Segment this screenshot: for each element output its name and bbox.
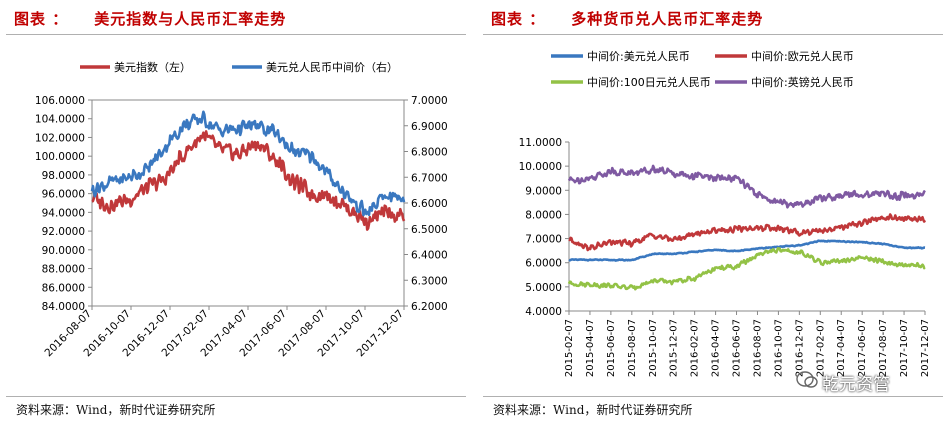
left-title-prefix: 图表 ： — [14, 10, 69, 28]
y-right-tick-label: 6.7000 — [411, 172, 448, 184]
x-tick-label: 2016-04-07 — [711, 319, 722, 377]
right-title: 图表 ： 多种货币兑人民币汇率走势 — [491, 8, 763, 29]
legend-label-2: 美元兑人民币中间价（右） — [266, 60, 398, 74]
x-tick-label: 2015-08-07 — [627, 319, 638, 377]
x-tick-label: 2017-06-07 — [857, 319, 868, 377]
legend-label-1: 美元指数（左） — [114, 60, 191, 74]
y-left-tick-label: 94.0000 — [42, 207, 85, 219]
x-tick-label: 2017-12-07 — [920, 319, 931, 377]
legend-label-1: 中间价:美元兑人民币 — [587, 49, 690, 63]
y-left-tick-label: 84.0000 — [42, 301, 85, 313]
y-tick-label: 6.0000 — [525, 258, 562, 270]
x-tick-label: 2016-10-07 — [773, 319, 784, 377]
right-top-rule — [483, 34, 943, 35]
x-tick-label: 2017-08-07 — [878, 319, 889, 377]
legend-label-2: 中间价:欧元兑人民币 — [751, 49, 854, 63]
y-right-tick-label: 7.0000 — [411, 95, 448, 107]
legend-label-4: 中间价:英镑兑人民币 — [751, 75, 854, 89]
y-tick-label: 9.0000 — [525, 185, 562, 197]
right-source: 资料来源：Wind，新时代证券研究所 — [493, 403, 693, 417]
y-right-tick-label: 6.8000 — [411, 147, 448, 159]
y-right-tick-label: 6.4000 — [411, 250, 448, 262]
x-tick-label: 2017-10-07 — [899, 319, 910, 377]
left-bottom-rule — [6, 396, 466, 397]
x-tick-label: 2017-04-07 — [836, 319, 847, 377]
y-left-tick-label: 86.0000 — [42, 282, 85, 294]
y-right-tick-label: 6.5000 — [411, 224, 448, 236]
wechat-icon — [796, 371, 818, 388]
y-tick-label: 7.0000 — [525, 234, 562, 246]
y-left-tick-label: 96.0000 — [42, 189, 85, 201]
right-title-text: 多种货币兑人民币汇率走势 — [571, 10, 764, 28]
series-line-4 — [567, 164, 926, 209]
y-right-tick-label: 6.2000 — [411, 301, 448, 313]
left-panel: 图表 ： 美元指数与人民币汇率走势 美元指数（左） 美元兑人民币中间价（右） 84.0… — [0, 0, 472, 424]
x-tick-label: 2016-02-07 — [690, 319, 701, 377]
y-tick-label: 5.0000 — [525, 282, 562, 294]
x-tick-label: 2016-08-07 — [752, 319, 763, 377]
y-left-tick-label: 92.0000 — [42, 226, 85, 238]
left-title: 图表 ： 美元指数与人民币汇率走势 — [14, 8, 286, 29]
x-tick-label: 2015-04-07 — [585, 319, 596, 377]
x-tick-label: 2015-10-07 — [648, 319, 659, 377]
y-left-tick-label: 88.0000 — [42, 264, 85, 276]
watermark: 乾元资管 — [822, 375, 890, 395]
series-line-1 — [91, 130, 406, 231]
x-tick-label: 2015-06-07 — [606, 319, 617, 377]
y-left-tick-label: 90.0000 — [42, 245, 85, 257]
y-left-tick-label: 98.0000 — [42, 170, 85, 182]
y-left-tick-label: 100.0000 — [35, 151, 85, 163]
y-left-tick-label: 102.0000 — [35, 132, 85, 144]
x-tick-label: 2015-02-07 — [564, 319, 575, 377]
right-bottom-rule — [483, 396, 943, 397]
left-title-text: 美元指数与人民币汇率走势 — [94, 10, 287, 28]
y-tick-label: 11.0000 — [519, 137, 562, 149]
series-line-3 — [567, 247, 926, 291]
left-chart: 美元指数（左） 美元兑人民币中间价（右） 84.0000 86.0000 88.0000… — [35, 60, 448, 359]
x-tick-label: 2015-12-07 — [669, 319, 680, 377]
y-tick-label: 8.0000 — [525, 209, 562, 221]
y-right-tick-label: 6.9000 — [411, 121, 448, 133]
y-left-tick-label: 106.0000 — [35, 95, 85, 107]
right-title-prefix: 图表 ： — [491, 10, 546, 28]
x-tick-label: 2016-12-07 — [794, 319, 805, 377]
y-tick-label: 10.0000 — [519, 161, 562, 173]
series-line-2 — [90, 110, 406, 217]
y-left-tick-label: 104.0000 — [35, 114, 85, 126]
x-tick-label: 2016-06-07 — [732, 319, 743, 377]
x-tick-label: 2017-02-07 — [815, 319, 826, 377]
right-panel: 图表 ：多种货币兑人民币汇率走势 中间价:美元兑人民币 中间价:欧元兑人民币 中间价… — [477, 0, 949, 424]
series-line-1 — [568, 239, 926, 262]
series-line-2 — [568, 213, 927, 252]
left-source: 资料来源：Wind，新时代证券研究所 — [16, 403, 216, 417]
y-tick-label: 4.0000 — [525, 306, 562, 318]
left-top-rule — [6, 34, 466, 35]
y-right-tick-label: 6.3000 — [411, 275, 448, 287]
y-right-tick-label: 6.6000 — [411, 198, 448, 210]
legend-label-3: 中间价:100日元兑人民币 — [587, 75, 711, 89]
